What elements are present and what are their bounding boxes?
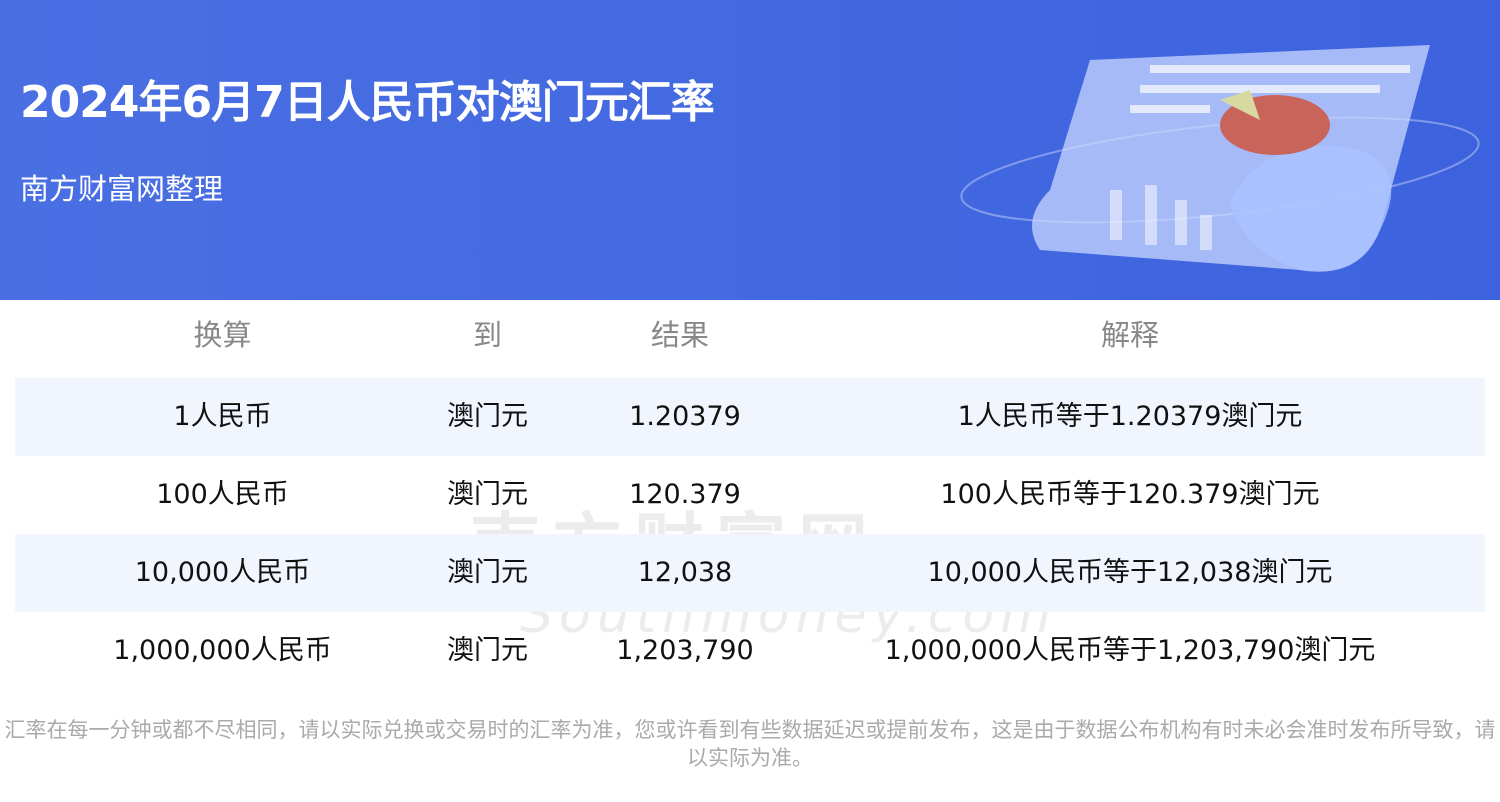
column-header-to: 到 xyxy=(472,318,502,352)
cell-result: 120.379 xyxy=(629,479,741,510)
cell-target: 澳门元 xyxy=(447,401,528,432)
cell-explanation: 100人民币等于120.379澳门元 xyxy=(940,479,1320,510)
table-row: 1人民币 澳门元 1.20379 1人民币等于1.20379澳门元 xyxy=(15,378,1485,456)
cell-amount: 1,000,000人民币 xyxy=(113,635,332,666)
cell-result: 1.20379 xyxy=(629,401,741,432)
cell-result: 1,203,790 xyxy=(616,635,754,666)
table-row: 1,000,000人民币 澳门元 1,203,790 1,000,000人民币等… xyxy=(15,612,1485,690)
cell-target: 澳门元 xyxy=(447,635,528,666)
cell-target: 澳门元 xyxy=(447,479,528,510)
document-chart-illustration xyxy=(960,45,1480,272)
cell-amount: 10,000人民币 xyxy=(134,557,311,588)
column-header-convert: 换算 xyxy=(193,318,252,352)
cell-target: 澳门元 xyxy=(447,557,528,588)
disclaimer-footer: 汇率在每一分钟或都不尽相同，请以实际兑换或交易时的汇率为准，您或许看到有些数据延… xyxy=(4,718,1496,770)
page-subtitle: 南方财富网整理 xyxy=(20,172,224,206)
cell-explanation: 1人民币等于1.20379澳门元 xyxy=(957,401,1303,432)
column-header-result: 结果 xyxy=(650,318,709,352)
cell-explanation: 1,000,000人民币等于1,203,790澳门元 xyxy=(884,635,1376,666)
column-header-explanation: 解释 xyxy=(1100,318,1159,352)
table-row: 100人民币 澳门元 120.379 100人民币等于120.379澳门元 xyxy=(15,456,1485,534)
table-row: 10,000人民币 澳门元 12,038 10,000人民币等于12,038澳门… xyxy=(15,534,1485,612)
cell-amount: 1人民币 xyxy=(173,401,272,432)
cell-amount: 100人民币 xyxy=(156,479,289,510)
header-banner: 2024年6月7日人民币对澳门元汇率 南方财富网整理 xyxy=(0,0,1500,300)
cell-result: 12,038 xyxy=(637,557,733,588)
cell-explanation: 10,000人民币等于12,038澳门元 xyxy=(927,557,1333,588)
page-title: 2024年6月7日人民币对澳门元汇率 xyxy=(20,77,715,128)
